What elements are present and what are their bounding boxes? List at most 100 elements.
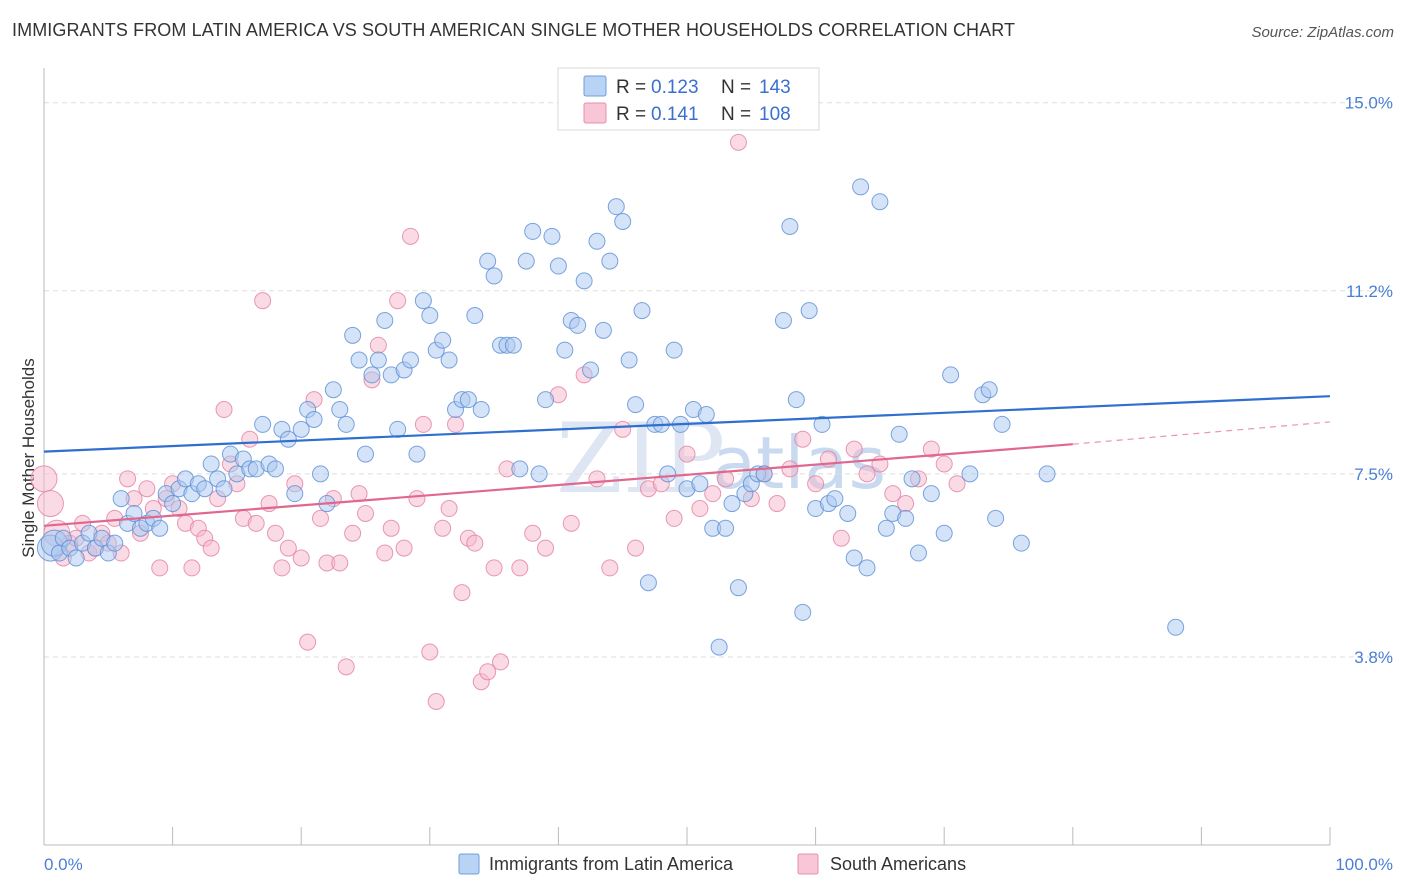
data-point	[524, 524, 542, 542]
data-point	[665, 509, 683, 527]
data-point	[852, 178, 870, 196]
data-point	[665, 341, 683, 359]
data-point	[292, 420, 310, 438]
bottom-legend-label-pink: South Americans	[830, 854, 966, 874]
data-point	[106, 534, 124, 552]
data-point	[395, 539, 413, 557]
data-point	[787, 391, 805, 409]
data-point	[1167, 618, 1185, 636]
y-tick-label: 7.5%	[1354, 465, 1393, 484]
data-point	[832, 529, 850, 547]
chart-title: IMMIGRANTS FROM LATIN AMERICA VS SOUTH A…	[12, 20, 1016, 40]
y-tick-label: 3.8%	[1354, 648, 1393, 667]
data-point	[202, 539, 220, 557]
data-point	[151, 519, 169, 537]
data-point	[479, 663, 497, 681]
trend-lines	[43, 395, 1331, 527]
data-point	[723, 495, 741, 513]
data-point	[922, 440, 940, 458]
data-point	[961, 465, 979, 483]
data-point	[897, 509, 915, 527]
data-point	[569, 316, 587, 334]
data-point	[350, 351, 368, 369]
legend-r-value-pink: 0.141	[651, 104, 699, 125]
data-point	[36, 490, 64, 518]
data-point	[331, 401, 349, 419]
data-point	[376, 544, 394, 562]
data-point	[311, 465, 329, 483]
data-point	[266, 460, 284, 478]
data-point	[562, 514, 580, 532]
data-point	[781, 460, 799, 478]
data-point	[639, 574, 657, 592]
data-point	[485, 267, 503, 285]
data-point	[485, 559, 503, 577]
data-point	[627, 539, 645, 557]
data-point	[466, 534, 484, 552]
data-point	[453, 584, 471, 602]
data-point	[254, 415, 272, 433]
data-point	[369, 351, 387, 369]
data-point	[794, 603, 812, 621]
data-point	[845, 440, 863, 458]
data-point	[993, 415, 1011, 433]
data-point	[582, 361, 600, 379]
data-point	[459, 391, 477, 409]
data-point	[357, 445, 374, 463]
data-point	[447, 415, 465, 433]
data-point	[389, 292, 407, 310]
data-point	[305, 410, 323, 428]
data-point	[357, 504, 374, 522]
data-point	[884, 485, 902, 503]
data-point	[800, 302, 818, 320]
legend-n-label-blue: N =	[721, 77, 751, 98]
data-point	[30, 465, 58, 493]
trend-line	[43, 395, 1331, 453]
data-point	[138, 480, 156, 498]
data-point	[691, 475, 709, 493]
data-point	[402, 227, 420, 245]
data-point	[710, 638, 728, 656]
data-point	[890, 425, 908, 443]
data-point	[67, 549, 85, 567]
data-point	[537, 391, 555, 409]
data-point	[601, 559, 619, 577]
data-point	[479, 252, 497, 270]
gridlines	[44, 102, 1393, 658]
data-point	[299, 633, 317, 651]
data-point	[543, 227, 561, 245]
data-point	[324, 381, 342, 399]
data-point	[273, 559, 291, 577]
data-point	[466, 307, 484, 325]
trend-line	[43, 443, 1073, 527]
data-point	[279, 430, 297, 448]
legend-r-label-pink: R =	[616, 104, 646, 125]
data-point	[183, 559, 201, 577]
legend-swatch-pink	[583, 102, 607, 124]
data-point	[241, 430, 259, 448]
legend-n-label-pink: N =	[721, 104, 751, 125]
trend-line-extension	[1072, 421, 1331, 445]
data-point	[729, 579, 747, 597]
data-point	[549, 257, 567, 275]
data-point	[311, 509, 329, 527]
y-tick-label: 11.2%	[1346, 282, 1393, 301]
data-point	[472, 401, 490, 419]
data-point	[697, 405, 715, 423]
series-immigrants-latin-america	[36, 178, 1185, 656]
legend-n-value-pink: 108	[759, 104, 791, 125]
data-point	[588, 232, 606, 250]
data-point	[421, 307, 439, 325]
data-point	[1038, 465, 1056, 483]
data-point	[678, 445, 696, 463]
data-point	[614, 420, 632, 438]
data-point	[266, 524, 284, 542]
data-point	[620, 351, 638, 369]
data-point	[344, 326, 362, 344]
data-point	[530, 465, 548, 483]
data-point	[659, 465, 677, 483]
bottom-legend: Immigrants from Latin America South Amer…	[458, 853, 966, 875]
data-point	[614, 213, 632, 231]
data-point	[337, 658, 355, 676]
